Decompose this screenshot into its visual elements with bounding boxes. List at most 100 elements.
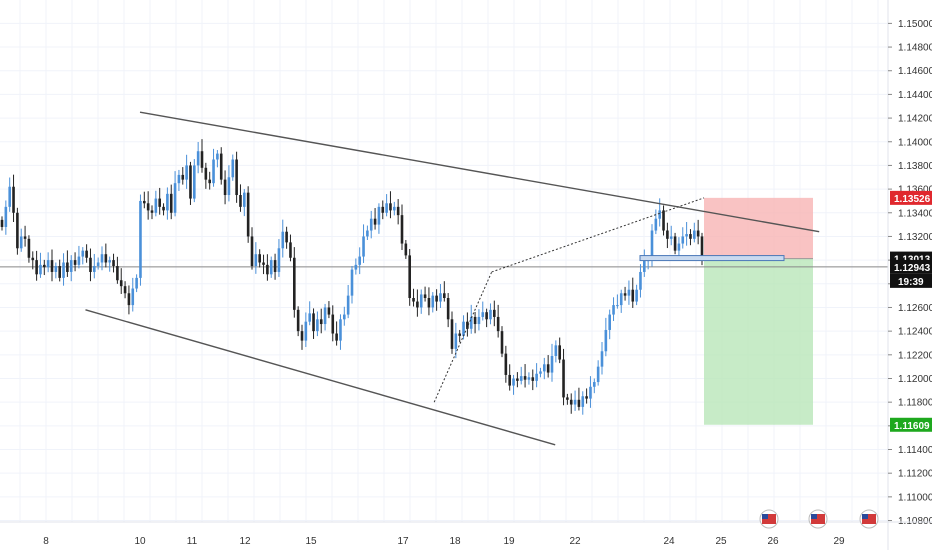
time-tick-label: 29 bbox=[833, 536, 845, 547]
candle-body bbox=[431, 295, 435, 308]
candle-body bbox=[81, 250, 85, 257]
candle-body bbox=[46, 260, 50, 268]
candle-body bbox=[212, 159, 215, 184]
candle-body bbox=[412, 298, 415, 302]
time-tick-label: 18 bbox=[449, 536, 461, 547]
candle-body bbox=[39, 264, 42, 275]
candle-body bbox=[535, 373, 538, 381]
candle-body bbox=[12, 186, 15, 213]
candle-body bbox=[643, 260, 646, 272]
position-entry-handle[interactable] bbox=[639, 255, 785, 262]
candle-body bbox=[35, 260, 38, 275]
candle-body bbox=[196, 151, 200, 166]
price-tick-label: 1.14200 bbox=[898, 114, 932, 125]
candle-body bbox=[169, 193, 173, 213]
price-tick-label: 1.12400 bbox=[898, 327, 932, 338]
candle-body bbox=[135, 277, 138, 289]
economic-events[interactable] bbox=[759, 509, 879, 529]
candle-body bbox=[123, 286, 127, 294]
candle-body bbox=[177, 174, 181, 184]
us-event-flag-icon[interactable] bbox=[808, 509, 828, 529]
time-axis[interactable]: 8 10 11 12 15 17 18 19 22 24 25 26 29 bbox=[0, 521, 932, 547]
candle-body bbox=[85, 250, 88, 258]
lower-channel-line[interactable] bbox=[85, 309, 556, 446]
candle-body bbox=[458, 333, 461, 336]
candle-body bbox=[666, 230, 669, 239]
candle-body bbox=[346, 295, 350, 315]
candle-body bbox=[162, 206, 165, 211]
candle-body bbox=[669, 236, 673, 239]
candle-body bbox=[577, 399, 581, 407]
candle-body bbox=[593, 382, 596, 387]
time-tick-label: 15 bbox=[305, 536, 317, 547]
candle-body bbox=[381, 206, 385, 213]
price-tick-label: 1.13600 bbox=[898, 185, 932, 196]
time-tick-label: 26 bbox=[767, 536, 779, 547]
candle-body bbox=[181, 174, 185, 180]
candle-body bbox=[523, 376, 527, 380]
candle-body bbox=[150, 210, 154, 213]
candle-body bbox=[496, 316, 500, 332]
candle-body bbox=[543, 364, 546, 372]
candle-body bbox=[166, 193, 169, 211]
candle-body bbox=[627, 289, 631, 296]
candle-body bbox=[216, 153, 219, 160]
dotted-projection-line[interactable] bbox=[433, 271, 493, 403]
candle-body bbox=[519, 376, 523, 381]
candle-body bbox=[223, 179, 227, 196]
price-tick-label: 1.12200 bbox=[898, 350, 932, 361]
stop-price-label-bg bbox=[890, 190, 932, 205]
price-tick-label: 1.14000 bbox=[898, 137, 932, 148]
candle-body bbox=[119, 280, 123, 287]
dotted-projection-extension[interactable] bbox=[491, 197, 705, 273]
candle-body bbox=[662, 210, 665, 231]
candle-body bbox=[408, 255, 411, 298]
candle-body bbox=[416, 301, 419, 308]
us-event-flag-icon[interactable] bbox=[759, 509, 779, 529]
candle-body bbox=[693, 230, 696, 239]
candle-body bbox=[96, 262, 100, 267]
candle-body bbox=[481, 312, 485, 317]
candle-body bbox=[516, 378, 519, 381]
candle-body bbox=[143, 200, 146, 204]
candle-body bbox=[469, 316, 473, 329]
candle-body bbox=[27, 238, 31, 258]
candle-body bbox=[612, 305, 615, 315]
price-tick-label: 1.14800 bbox=[898, 43, 932, 54]
candle-body bbox=[608, 314, 611, 330]
candle-body bbox=[300, 331, 304, 341]
flag-stripes bbox=[811, 514, 825, 524]
candle-body bbox=[446, 298, 450, 320]
time-tick-label: 12 bbox=[239, 536, 251, 547]
candle-body bbox=[339, 319, 342, 341]
current-price-label-bg bbox=[890, 259, 932, 274]
time-tick-label: 22 bbox=[569, 536, 581, 547]
candle-body bbox=[227, 177, 231, 196]
candle-body bbox=[558, 345, 561, 360]
upper-channel-line[interactable] bbox=[139, 111, 820, 233]
candle-body bbox=[127, 293, 131, 306]
drawings[interactable] bbox=[85, 111, 820, 446]
flag-canton bbox=[811, 514, 817, 519]
time-tick-label: 24 bbox=[663, 536, 675, 547]
candle-body bbox=[700, 236, 704, 261]
price-tick-label: 1.14400 bbox=[898, 90, 932, 101]
candle-body bbox=[189, 165, 192, 199]
candle-body bbox=[350, 269, 354, 296]
candle-body bbox=[50, 260, 54, 272]
candle-body bbox=[0, 219, 4, 227]
candle-body bbox=[473, 316, 477, 325]
us-event-flag-icon[interactable] bbox=[859, 509, 879, 529]
price-tick-label: 1.14600 bbox=[898, 66, 932, 77]
candle-body bbox=[404, 243, 408, 256]
flag-canton bbox=[762, 514, 768, 519]
candle-body bbox=[231, 159, 235, 178]
candle-body bbox=[112, 260, 115, 267]
candle-body bbox=[589, 386, 592, 399]
countdown-label: 19:39 bbox=[898, 277, 924, 288]
candle-body bbox=[250, 236, 254, 267]
candle-body bbox=[323, 307, 327, 325]
candle-body bbox=[239, 195, 242, 207]
